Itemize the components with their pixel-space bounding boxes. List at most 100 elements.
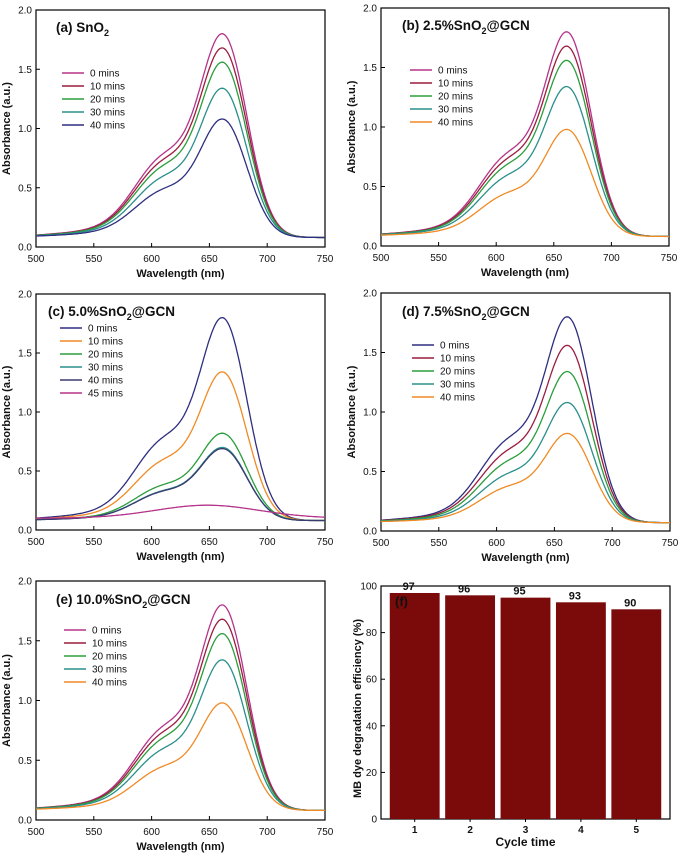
panel-title: (a) SnO2 xyxy=(56,20,109,38)
series-line-10-mins xyxy=(36,371,325,522)
bar-data-label: 96 xyxy=(458,583,470,595)
series-line-10-mins xyxy=(381,344,670,524)
panel-c: 500 550 600 650 700 750 0.0 0.5 1.0 1.5 2.0 Wavelen… xyxy=(1,290,334,564)
panel-title-tail: @GCN xyxy=(132,304,175,319)
y-tick-label: 60 xyxy=(366,675,378,686)
y-tick-label: 0.5 xyxy=(18,756,32,767)
plot-frame xyxy=(35,293,326,531)
panel-title-sub: 2 xyxy=(142,600,147,610)
legend-label: 20 mins xyxy=(90,95,125,106)
series-line-20-mins xyxy=(381,370,670,524)
y-tick-label: 0.0 xyxy=(363,527,377,538)
legend-label: 20 mins xyxy=(440,367,475,378)
series-line-0-mins xyxy=(36,316,325,522)
x-tick-label: 550 xyxy=(85,827,102,838)
x-tick-label: 550 xyxy=(430,538,447,549)
x-tick-label: 600 xyxy=(488,538,505,549)
panel-title-tail: @GCN xyxy=(147,592,190,607)
x-tick-label: 550 xyxy=(430,253,447,264)
y-axis-label: Absorbance (a.u.) xyxy=(1,365,13,458)
legend-label: 40 mins xyxy=(438,118,473,129)
x-tick-label: 600 xyxy=(143,827,160,838)
y-tick-label: 0.5 xyxy=(18,183,32,194)
panel-title-main: (e) 10.0%SnO xyxy=(56,592,142,607)
panel-title: (c) 5.0%SnO2@GCN xyxy=(48,304,175,322)
legend-label: 20 mins xyxy=(88,350,123,361)
panel-d: 500 550 600 650 700 750 0.0 0.5 1.0 1.5 2.0 Wavelen… xyxy=(346,289,679,565)
y-tick-label: 1.5 xyxy=(363,348,377,359)
y-tick-label: 2.0 xyxy=(363,4,377,15)
series-line-20-mins xyxy=(36,632,325,812)
x-tick-label: 600 xyxy=(143,537,160,548)
x-axis-label: Wavelength (nm) xyxy=(481,552,570,564)
y-tick-label: 1.5 xyxy=(18,65,32,76)
x-tick-label: 700 xyxy=(259,537,276,548)
plot-frame xyxy=(35,580,326,821)
legend-label: 10 mins xyxy=(438,79,473,90)
y-tick-label: 100 xyxy=(360,582,377,593)
legend-label: 40 mins xyxy=(440,393,475,404)
y-tick-label: 1.0 xyxy=(18,124,32,135)
bar-data-label: 90 xyxy=(624,597,636,609)
series-line-40-mins xyxy=(36,447,325,522)
x-tick-label: 750 xyxy=(662,538,679,549)
y-axis-label: Absorbance (a.u.) xyxy=(346,365,358,458)
y-tick-label: 0.0 xyxy=(18,816,32,827)
bar-data-label: 95 xyxy=(513,586,525,598)
y-tick-label: 20 xyxy=(366,768,378,779)
y-tick-label: 0.5 xyxy=(363,182,377,193)
y-tick-label: 0.0 xyxy=(18,526,32,537)
panel-title-main: (a) SnO xyxy=(56,20,104,35)
legend-label: 0 mins xyxy=(90,69,119,80)
series-line-10-mins xyxy=(36,47,325,239)
x-tick-label: 650 xyxy=(545,253,562,264)
y-tick-label: 80 xyxy=(366,628,378,639)
x-tick-label: 650 xyxy=(201,537,218,548)
legend-label: 40 mins xyxy=(90,121,125,132)
x-tick-label: 700 xyxy=(259,254,276,265)
legend-label: 30 mins xyxy=(440,380,475,391)
bar-cycle-3 xyxy=(500,597,551,819)
plot-frame xyxy=(380,7,670,247)
x-tick-label: 600 xyxy=(143,254,160,265)
y-tick-label: 0.0 xyxy=(18,243,32,254)
x-tick-label: 2 xyxy=(467,825,473,836)
y-tick-label: 1.5 xyxy=(363,63,377,74)
legend-label: 40 mins xyxy=(92,678,127,689)
legend-label: 0 mins xyxy=(440,341,469,352)
legend-label: 10 mins xyxy=(440,354,475,365)
bar-data-label: 97 xyxy=(403,581,415,593)
legend-label: 30 mins xyxy=(92,665,127,676)
plot-frame xyxy=(380,292,671,532)
panel-title: (f) xyxy=(395,594,408,609)
x-tick-label: 500 xyxy=(28,827,45,838)
y-axis-label: Absorbance (a.u.) xyxy=(1,82,13,175)
y-tick-label: 2.0 xyxy=(18,577,32,588)
x-axis-label: Wavelength (nm) xyxy=(136,551,225,563)
x-tick-label: 4 xyxy=(578,825,584,836)
panel-e: 500 550 600 650 700 750 0.0 0.5 1.0 1.5 2.0 Wavelen… xyxy=(1,577,334,854)
series-line-45-mins xyxy=(36,504,325,519)
y-tick-label: 1.5 xyxy=(18,349,32,360)
x-axis-label: Wavelength (nm) xyxy=(481,267,570,279)
panel-title-sub: 2 xyxy=(482,26,487,36)
x-tick-label: 500 xyxy=(28,254,45,265)
x-tick-label: 750 xyxy=(661,253,678,264)
bar-cycle-2 xyxy=(445,595,496,819)
panel-title-sub: 2 xyxy=(127,312,132,322)
x-tick-label: 700 xyxy=(604,538,621,549)
series-line-40-mins xyxy=(381,432,670,524)
bar-cycle-4 xyxy=(555,602,606,819)
x-tick-label: 650 xyxy=(201,254,218,265)
series-line-30-mins xyxy=(381,401,670,524)
panel-title-main: (b) 2.5%SnO xyxy=(402,18,482,33)
y-tick-label: 1.0 xyxy=(18,696,32,707)
legend-label: 40 mins xyxy=(88,376,123,387)
series-line-0-mins xyxy=(36,604,325,812)
series-line-30-mins xyxy=(36,659,325,812)
y-tick-label: 40 xyxy=(366,721,378,732)
y-tick-label: 0.5 xyxy=(363,467,377,478)
panel-b: 500 550 600 650 700 750 0.0 0.5 1.0 1.5 2.0 Wavelen… xyxy=(346,4,678,280)
x-axis-label: Wavelength (nm) xyxy=(136,268,225,280)
